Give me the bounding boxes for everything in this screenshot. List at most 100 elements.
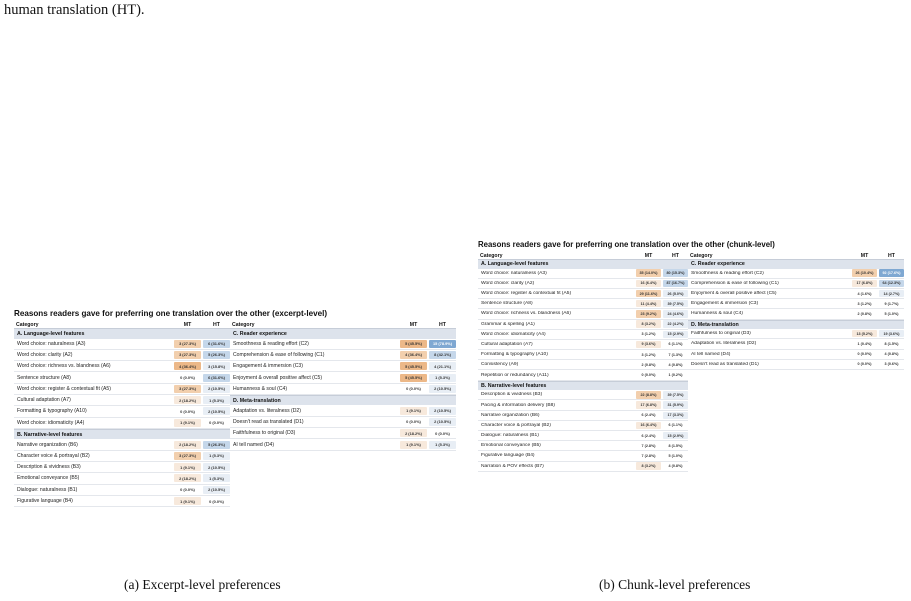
ht-value-cell: 1 (5.3%) (203, 451, 230, 460)
category-label: Character voice & portrayal (B2) (17, 452, 90, 459)
section-heading: C. Reader experience (688, 259, 904, 269)
mt-value-cell: 1 (9.1%) (174, 418, 201, 427)
ht-value-cell: 1 (5.3%) (203, 474, 230, 483)
table-row: Formatting & typography (A10) 0 (0.0%) 2 (… (14, 406, 230, 418)
category-label: Word choice: naturalness (A3) (17, 340, 86, 347)
mt-value-cell: 1 (9.1%) (400, 406, 427, 415)
ht-value-cell: 0 (0.0%) (209, 498, 224, 504)
table-row: Figurative language (B4) 1 (9.1%) 0 (0.0%) (14, 496, 230, 508)
ht-value-cell: 4 (0.8%) (884, 352, 899, 357)
section-heading: D. Meta-translation (230, 394, 456, 406)
category-label: Doesn't read as translated (D1) (233, 418, 304, 425)
table-row: Pacing & information delivery (B8) 17 (6.… (478, 400, 688, 411)
category-label: Word choice: richness vs. blandness (A6) (17, 363, 111, 370)
header-ht: HT (213, 321, 220, 328)
category-label: Narration & POV effects (B7) (481, 463, 544, 469)
table-row: Word choice: idiomaticity (A4) 3 (1.2%) 15… (478, 330, 688, 340)
ht-value-cell: 4 (0.8%) (668, 362, 683, 367)
ht-value-cell: 6 (31.6%) (203, 373, 230, 382)
category-label: Word choice: idiomaticity (A4) (481, 331, 546, 337)
section-heading: C. Reader experience (230, 328, 456, 339)
mt-value-cell: 9 (3.6%) (636, 340, 661, 349)
mt-value-cell: 3 (27.3%) (174, 384, 201, 393)
category-label: Emotional conveyance (B5) (17, 475, 80, 482)
mt-value-cell: 3 (27.3%) (174, 451, 201, 460)
ht-value-cell: 26 (5.0%) (663, 289, 688, 298)
category-label: Grammar & spelling (A1) (481, 321, 535, 327)
header-mt: MT (183, 321, 192, 328)
mt-value-cell: 0 (0.0%) (641, 373, 656, 378)
table-row: Cultural adaptation (A7) 9 (3.6%) 6 (1.1%) (478, 340, 688, 351)
table-row: Repetition or redundancy (A11) 0 (0.0%) 1 … (478, 370, 688, 381)
header-ht: HT (439, 321, 446, 328)
table-row: Smoothness & reading effort (C2) 5 (45.5%… (230, 339, 456, 350)
section-heading: B. Narrative-level features (478, 380, 688, 391)
mt-value-cell: 0 (0.0%) (180, 487, 195, 493)
category-label: Pacing & information delivery (B8) (481, 402, 555, 408)
chunk-level-table: Reasons readers gave for preferring one … (478, 240, 904, 472)
ht-value-cell: 1 (5.3%) (429, 373, 456, 382)
category-label: Comprehension & ease of following (C1) (233, 351, 325, 358)
ht-value-cell: 24 (4.6%) (663, 310, 688, 318)
ht-value-cell: 5 (26.3%) (203, 350, 230, 359)
table-row: Word choice: clarity (A2) 3 (27.3%) 5 (26.… (14, 350, 230, 362)
ht-value-cell: 9 (1.7%) (884, 301, 899, 306)
ht-value-cell: 5 (1.0%) (884, 311, 899, 316)
table-row: Humanness & soul (C4) 2 (0.8%) 5 (1.0%) (688, 309, 904, 320)
caption-chunk-level: (b) Chunk-level preferences (599, 577, 751, 592)
header-category: Category (16, 321, 39, 328)
mt-value-cell: 0 (0.0%) (857, 362, 872, 367)
table-row: Humanness & soul (C4) 0 (0.0%) 2 (10.5%) (230, 384, 456, 395)
table-title: Reasons readers gave for preferring one … (14, 309, 328, 318)
ht-value-cell: 92 (17.6%) (879, 269, 904, 277)
mt-value-cell: 11 (4.4%) (636, 300, 661, 308)
header-category: Category (232, 321, 255, 328)
mt-value-cell: 22 (8.8%) (636, 391, 661, 399)
ht-value-cell: 2 (10.5%) (203, 463, 230, 472)
table-row: Figurative language (B4) 7 (2.8%) 5 (1.0%) (478, 451, 688, 462)
ht-value-cell: 2 (10.5%) (203, 407, 230, 416)
ht-value-cell: 2 (10.5%) (203, 384, 230, 393)
category-label: Repetition or redundancy (A11) (481, 372, 549, 378)
mt-value-cell: 0 (0.0%) (857, 352, 872, 357)
category-label: AI tell named (D4) (691, 351, 731, 357)
table-row: Comprehension & ease of following (C1) 4 … (230, 350, 456, 362)
mt-value-cell: 3 (27.3%) (174, 339, 201, 348)
header-mt: MT (860, 252, 869, 259)
ht-value-cell: 39 (7.5%) (663, 391, 688, 399)
category-label: Formatting & typography (A10) (481, 352, 548, 358)
category-label: Dialogue: naturalness (B1) (17, 486, 78, 493)
ht-value-cell: 8 (42.1%) (429, 350, 456, 359)
mt-value-cell: 3 (1.2%) (857, 301, 872, 306)
category-label: AI tell named (D4) (233, 441, 275, 448)
ht-value-cell: 1 (5.3%) (203, 396, 230, 405)
table-row: Dialogue: naturalness (B1) 6 (2.4%) 15 (2.… (478, 431, 688, 442)
mt-value-cell: 7 (2.8%) (641, 453, 656, 458)
mt-value-cell: 2 (0.8%) (857, 311, 872, 316)
mt-value-cell: 4 (36.4%) (174, 362, 201, 371)
table-row: Grammar & spelling (A1) 8 (3.2%) 22 (4.2%) (478, 320, 688, 330)
category-label: Engagement & immersion (C3) (691, 301, 759, 307)
mt-value-cell: 4 (36.4%) (400, 350, 427, 359)
category-label: Figurative language (B4) (481, 453, 535, 459)
category-label: Smoothness & reading effort (C2) (233, 340, 309, 347)
table-row: Dialogue: naturalness (B1) 0 (0.0%) 2 (10.… (14, 485, 230, 496)
category-label: Humanness & soul (C4) (691, 311, 743, 317)
category-label: Cultural adaptation (A7) (17, 397, 71, 404)
category-label: Enjoyment & overall positive affect (C5) (691, 291, 777, 297)
mt-value-cell: 2 (18.2%) (174, 440, 201, 449)
category-label: Sentence structure (A8) (17, 374, 71, 381)
ht-value-cell: 15 (2.9%) (663, 431, 688, 440)
table-row: Word choice: naturalness (A3) 3 (27.3%) 6 … (14, 339, 230, 350)
mt-value-cell: 17 (6.8%) (636, 401, 661, 409)
category-label: Narrative organization (B6) (17, 441, 78, 448)
category-label: Description & vividness (B3) (17, 464, 81, 471)
mt-value-cell: 0 (0.0%) (180, 408, 195, 414)
table-row: Character voice & portrayal (B2) 16 (6.4%… (478, 421, 688, 431)
table-row: Comprehension & ease of following (C1) 17… (688, 279, 904, 289)
mt-value-cell: 4 (1.6%) (857, 291, 872, 296)
ht-value-cell: 6 (1.1%) (668, 342, 683, 347)
mt-value-cell: 16 (6.4%) (636, 421, 661, 430)
table-row: Enjoyment & overall positive affect (C5)… (230, 372, 456, 384)
category-label: Smoothness & reading effort (C2) (691, 270, 764, 276)
